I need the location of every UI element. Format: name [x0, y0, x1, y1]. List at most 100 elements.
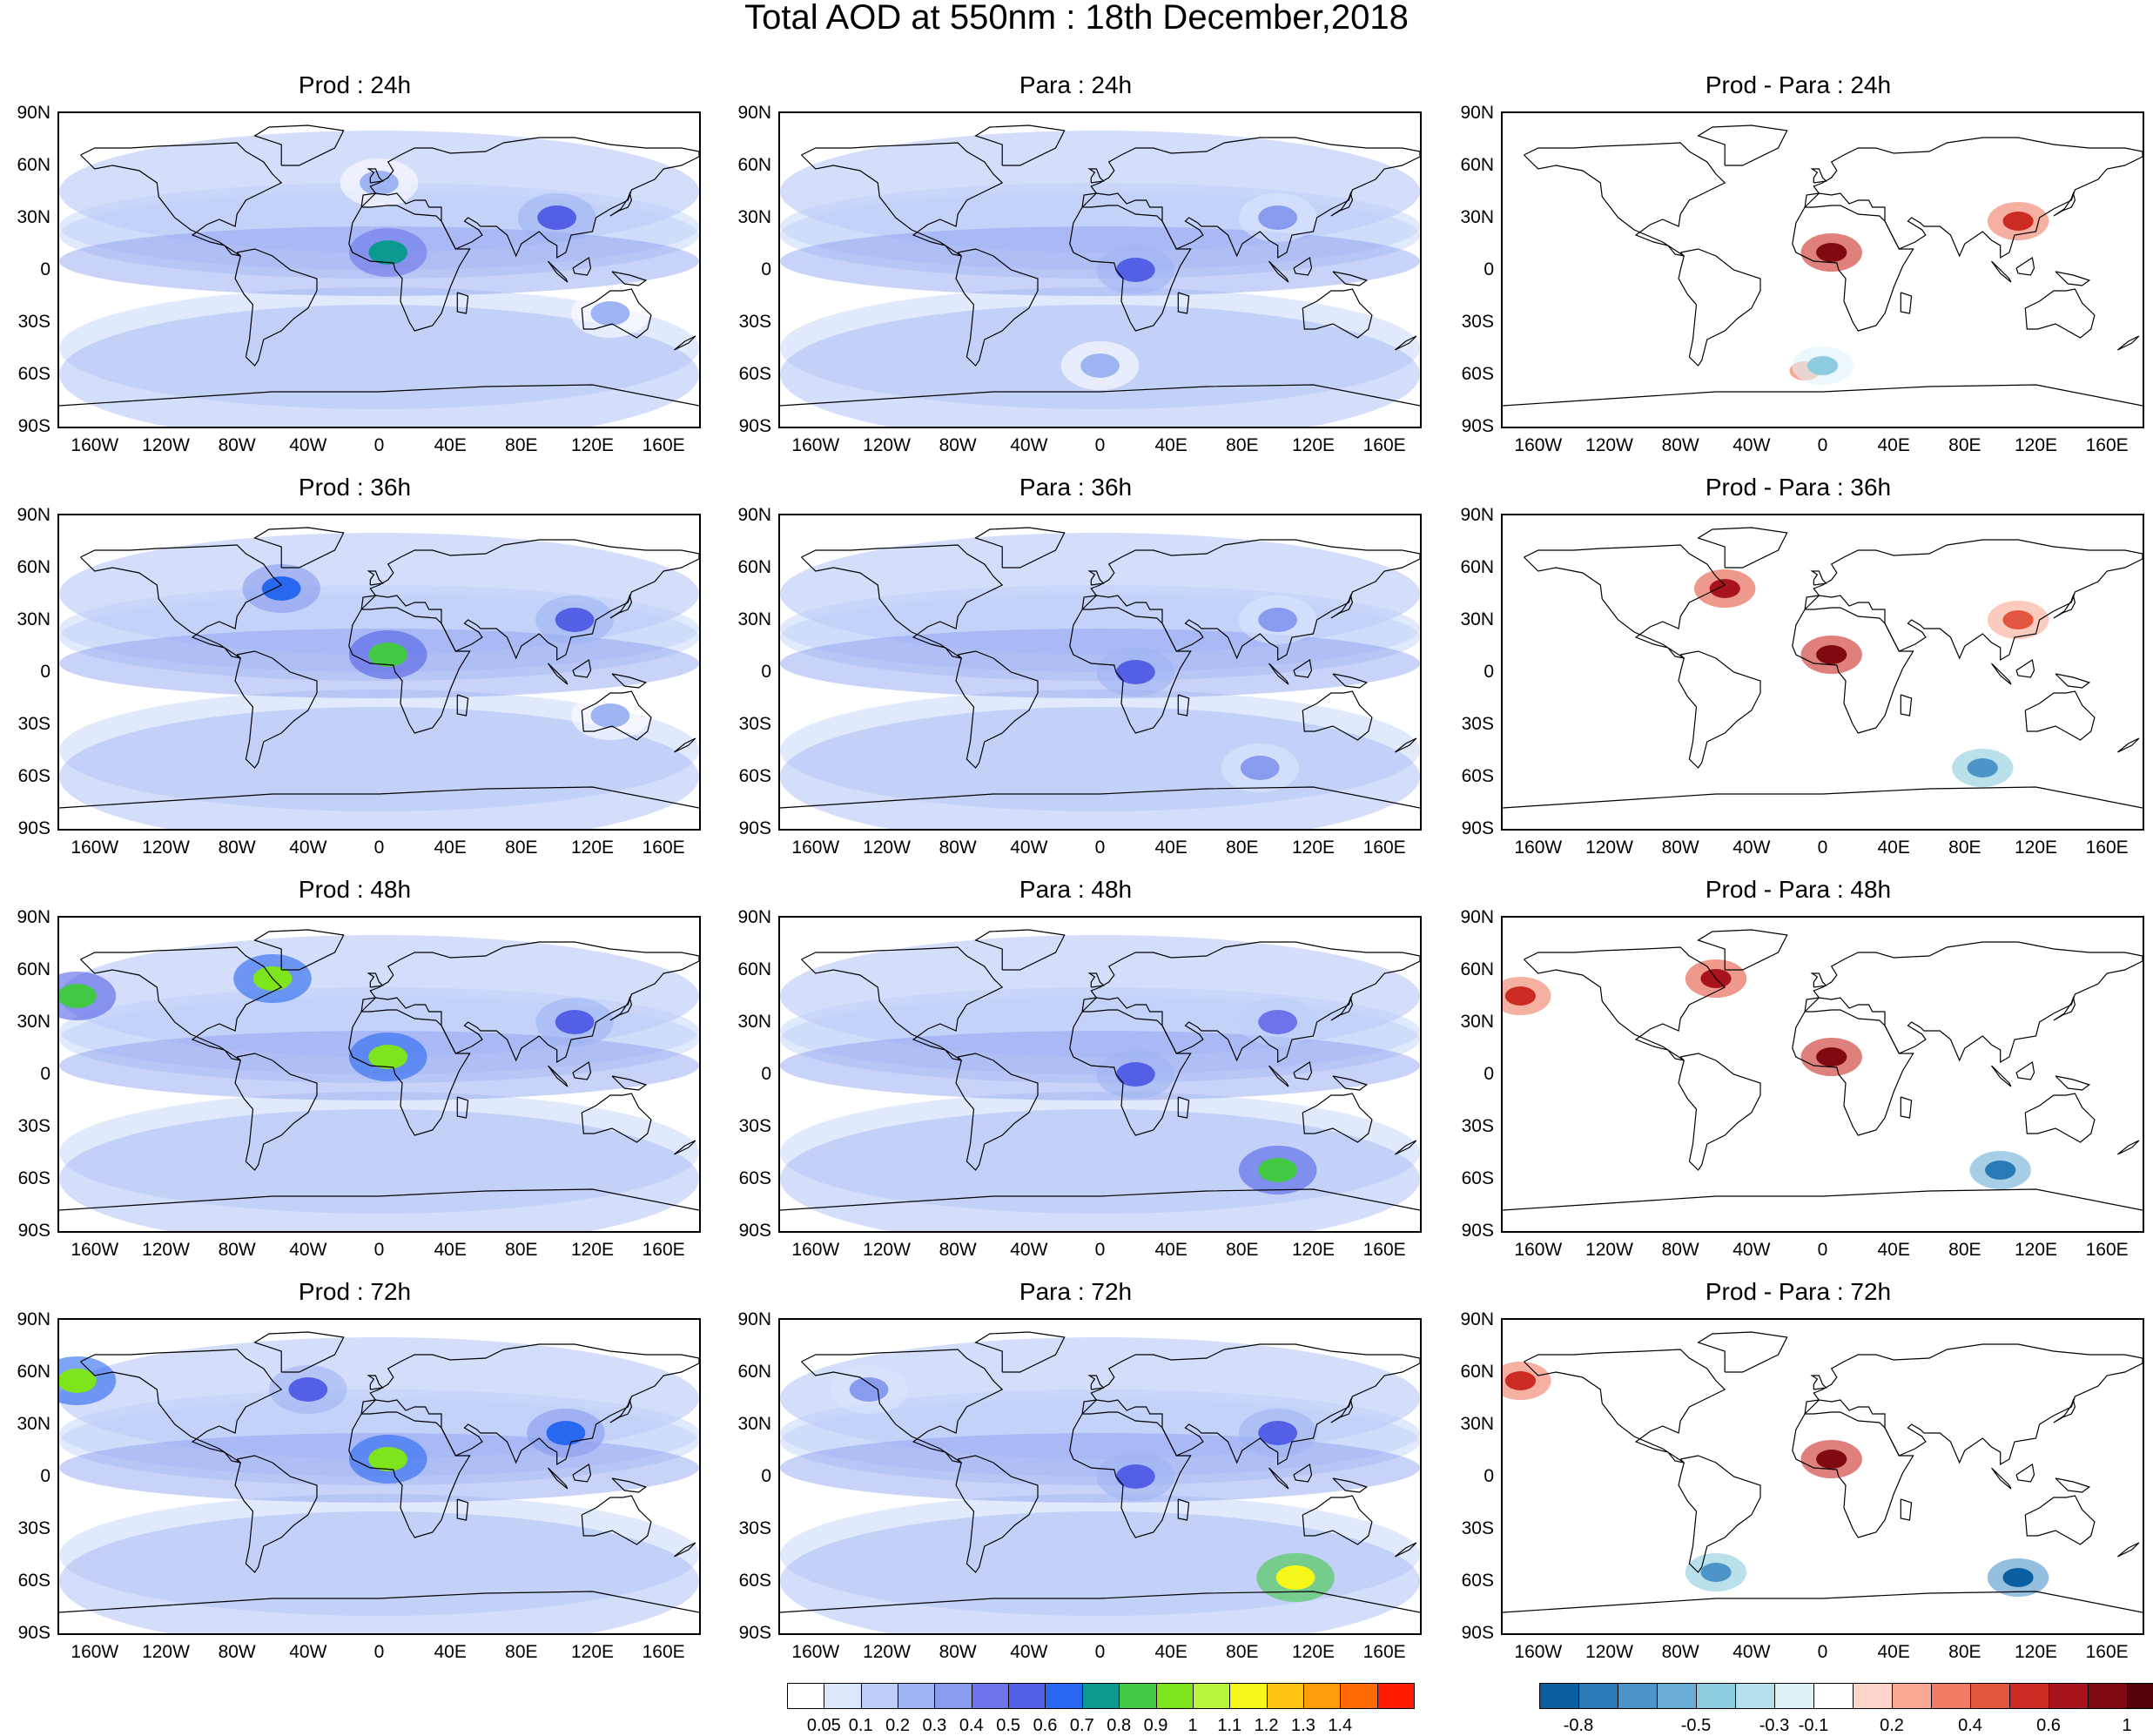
- lat-tick-label: 30S: [17, 1518, 50, 1538]
- lon-tick-label: 80E: [505, 435, 538, 455]
- lon-tick-label: 120W: [863, 1642, 911, 1662]
- coastline: [2024, 1495, 2096, 1545]
- lat-tick-label: 30S: [1461, 1116, 1494, 1136]
- lon-tick-label: 160E: [2085, 838, 2129, 858]
- coastline: [955, 248, 1039, 367]
- panel-title: Para : 48h: [1019, 876, 1133, 903]
- plume-core: [2002, 610, 2034, 629]
- lon-tick-label: 120E: [570, 1240, 615, 1260]
- lon-tick-label: 0: [373, 435, 385, 455]
- panel-title: Prod - Para : 24h: [1705, 71, 1892, 98]
- world-map: [1503, 929, 2143, 1211]
- coastline: [1804, 941, 2143, 1064]
- coastline: [2117, 1542, 2140, 1558]
- coastline: [80, 946, 283, 1061]
- coastline: [974, 1331, 1066, 1373]
- coastline: [1268, 260, 1289, 283]
- panel-title: Para : 24h: [1019, 71, 1133, 98]
- aod-field-band: [780, 1109, 1420, 1231]
- lon-tick-label: 0: [1817, 1642, 1828, 1662]
- lon-tick-label: 40W: [1010, 1240, 1048, 1260]
- lat-tick-label: 0: [1484, 662, 1494, 682]
- coastline: [1293, 1463, 1313, 1483]
- lat-tick-label: 90N: [1460, 907, 1494, 927]
- lat-tick-label: 60S: [17, 1571, 50, 1591]
- colorbar-swatch: [898, 1683, 936, 1709]
- plume-core: [368, 643, 408, 667]
- plume-core: [1258, 205, 1298, 230]
- coastline: [1792, 1411, 1914, 1538]
- lat-tick-label: 90S: [17, 416, 50, 436]
- lon-tick-label: 40W: [1732, 435, 1771, 455]
- coastline: [1268, 1467, 1289, 1490]
- lat-tick-label: 30N: [737, 609, 771, 629]
- colorbar-swatch: [1340, 1683, 1378, 1709]
- coastline: [801, 1349, 1004, 1463]
- coastline: [1268, 1065, 1289, 1087]
- lon-tick-label: 160E: [642, 1642, 685, 1662]
- lon-tick-label: 40W: [289, 1240, 327, 1260]
- colorbar-tick-label: 0.4: [1958, 1716, 1982, 1735]
- panel-title: Prod - Para : 36h: [1705, 474, 1892, 501]
- plume-core: [1115, 1062, 1155, 1087]
- lon-tick-label: 160E: [642, 1240, 685, 1260]
- colorbar-tick-label: 0.2: [1880, 1716, 1904, 1735]
- coastline: [548, 260, 569, 283]
- lon-tick-label: 40E: [434, 838, 467, 858]
- colorbar-swatch: [1229, 1683, 1268, 1709]
- coastline: [1524, 544, 1726, 659]
- lon-tick-label: 40E: [1154, 435, 1188, 455]
- coastline: [360, 1343, 699, 1466]
- plume-core: [59, 1369, 97, 1393]
- colorbar-swatch: [2049, 1683, 2089, 1709]
- lon-tick-label: 160W: [1514, 435, 1563, 455]
- plume-core: [1258, 1010, 1298, 1034]
- lat-tick-label: 60S: [738, 766, 771, 786]
- world-map: [59, 527, 699, 829]
- colorbar-swatch: [1892, 1683, 1932, 1709]
- coastline: [456, 1096, 469, 1119]
- lon-tick-label: 80E: [1948, 435, 1981, 455]
- lat-tick-label: 90S: [17, 1221, 50, 1241]
- coastline: [1177, 694, 1190, 717]
- coastline: [1697, 929, 1788, 971]
- lat-tick-label: 0: [761, 1064, 771, 1084]
- lon-tick-label: 120W: [863, 838, 911, 858]
- colorbar-swatch: [934, 1683, 972, 1709]
- map-panel-para-72h: Para : 72h 90N 60N 30N 0 30S 60S 90S 160W 120W 80W…: [721, 1278, 1430, 1673]
- lon-tick-label: 160W: [71, 838, 119, 858]
- coastline: [609, 1397, 633, 1423]
- plume-core: [2002, 212, 2034, 231]
- plume-core: [1816, 243, 1847, 262]
- colorbar-swatch: [1774, 1683, 1814, 1709]
- lon-tick-label: 80W: [218, 1240, 256, 1260]
- coastline: [2055, 1477, 2091, 1493]
- lat-tick-label: 30S: [17, 1116, 50, 1136]
- colorbar-swatch: [1376, 1683, 1415, 1709]
- lat-tick-label: 60N: [737, 557, 771, 577]
- coastline: [234, 650, 318, 769]
- map-plot-area: [778, 111, 1422, 428]
- lon-tick-label: 120W: [1585, 435, 1633, 455]
- coastline: [2015, 1463, 2035, 1483]
- map-plot-area: [1501, 1318, 2144, 1635]
- coastline: [360, 137, 699, 259]
- colorbar-tick-label: 0.9: [1143, 1716, 1168, 1735]
- plume-core: [368, 1447, 408, 1471]
- lat-tick-label: 30N: [17, 1012, 50, 1032]
- plume-core: [590, 301, 630, 326]
- coastline: [2117, 1140, 2140, 1155]
- lon-tick-label: 80E: [505, 1642, 538, 1662]
- colorbar-swatch: [1155, 1683, 1194, 1709]
- coastline: [581, 690, 652, 741]
- coastline: [1524, 142, 1726, 257]
- map-panel-prod-24h: Prod : 24h 90N 60N 30N 0 30S 60S 90S 160W 120W 80W…: [0, 71, 710, 467]
- coastline: [2024, 690, 2096, 741]
- lon-tick-label: 40E: [1154, 1240, 1188, 1260]
- lon-tick-label: 80E: [1226, 435, 1259, 455]
- lat-tick-label: 60N: [17, 1362, 50, 1382]
- colorbar-swatch: [1618, 1683, 1658, 1709]
- lon-tick-label: 120E: [2014, 1240, 2058, 1260]
- figure-title: Total AOD at 550nm : 18th December,2018: [744, 0, 1409, 37]
- lon-tick-label: 120W: [142, 1642, 190, 1662]
